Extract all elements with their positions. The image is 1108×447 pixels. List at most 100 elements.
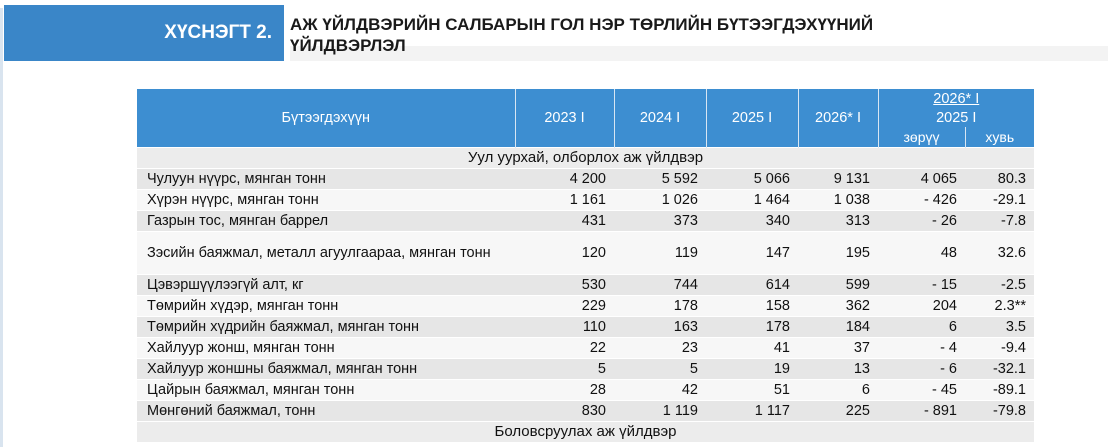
left-margin-rule [0,8,3,447]
cell-v2024: 5 [614,358,706,380]
cell-diff: - 891 [878,400,965,422]
table-number-label: ХҮСНЭГТ 2. [164,22,272,43]
cell-v2023: 431 [515,210,614,232]
cell-v2026: 184 [798,316,878,338]
cell-pct: -32.1 [965,358,1034,380]
section-title: Боловсруулах аж үйлдвэр [137,421,1034,442]
cell-v2024: 178 [614,295,706,317]
cell-diff: - 15 [878,274,965,296]
cell-name: Төмрийн хүдрийн баяжмал, мянган тонн [137,316,515,338]
cell-v2024: 1 026 [614,189,706,211]
cell-v2026: 362 [798,295,878,317]
cell-diff: - 26 [878,210,965,232]
header-product: Бүтээгдэхүүн [137,89,515,148]
cell-diff: - 4 [878,337,965,359]
cell-v2025: 340 [706,210,798,232]
table-row: Газрын тос, мянган баррел 431 373 340 313- 2… [137,210,1034,232]
cell-v2025: 51 [706,379,798,401]
table-row: Хайлуур жоншны баяжмал, мянган тонн 5 5 19 1… [137,358,1034,380]
header-ratio-top: 2026* I [877,89,1034,108]
cell-v2024: 163 [614,316,706,338]
cell-name: Мөнгөний баяжмал, тонн [137,400,515,422]
cell-name: Чулуун нүүрс, мянган тонн [137,168,515,190]
cell-pct: 32.6 [965,231,1034,275]
cell-pct: -2.5 [965,274,1034,296]
cell-pct: 2.3** [965,295,1034,317]
cell-v2026: 1 038 [798,189,878,211]
cell-v2026: 599 [798,274,878,296]
cell-name: Цайрын баяжмал, мянган тонн [137,379,515,401]
cell-v2023: 22 [515,337,614,359]
cell-diff: - 426 [878,189,965,211]
cell-v2024: 1 119 [614,400,706,422]
table-number-tag: ХҮСНЭГТ 2. [4,5,284,61]
cell-diff: 4 065 [878,168,965,190]
table-row: Хүрэн нүүрс, мянган тонн 1 161 1 026 1 464 1… [137,189,1034,211]
section-header-row: Боловсруулах аж үйлдвэр [137,421,1034,442]
header-2025: 2025 I [705,89,798,148]
cell-v2026: 195 [798,231,878,275]
table-row: Цэвэршүүлээгүй алт, кг 530 744 614 599- 15 -2… [137,274,1034,296]
cell-v2026: 37 [798,337,878,359]
header-2024: 2024 I [613,89,706,148]
cell-v2025: 1 464 [706,189,798,211]
cell-v2024: 373 [614,210,706,232]
cell-diff: 204 [878,295,965,317]
table-title-line2: ҮЙЛДВЭРЛЭЛ [290,36,406,55]
cell-v2026: 6 [798,379,878,401]
cell-pct: -89.1 [965,379,1034,401]
cell-name: Төмрийн хүдэр, мянган тонн [137,295,515,317]
cell-v2024: 23 [614,337,706,359]
cell-v2024: 119 [614,231,706,275]
cell-v2024: 744 [614,274,706,296]
cell-v2024: 5 592 [614,168,706,190]
table-row: Төмрийн хүдэр, мянган тонн 229 178 158 362 20… [137,295,1034,317]
cell-pct: -29.1 [965,189,1034,211]
cell-name: Хайлуур жоншны баяжмал, мянган тонн [137,358,515,380]
title-underline-band [290,46,1108,61]
cell-v2023: 530 [515,274,614,296]
cell-name: Зэсийн баяжмал, металл агуулгаараа, мянг… [137,231,515,275]
cell-v2026: 13 [798,358,878,380]
table-row: Зэсийн баяжмал, металл агуулгаараа, мянг… [137,231,1034,275]
cell-v2025: 614 [706,274,798,296]
cell-v2025: 158 [706,295,798,317]
cell-diff: - 45 [878,379,965,401]
cell-name: Хайлуур жонш, мянган тонн [137,337,515,359]
cell-diff: 6 [878,316,965,338]
cell-v2025: 147 [706,231,798,275]
table-row: Мөнгөний баяжмал, тонн 830 1 119 1 117 225- … [137,400,1034,422]
cell-v2025: 41 [706,337,798,359]
cell-v2026: 225 [798,400,878,422]
table-title-line1: АЖ ҮЙЛДВЭРИЙН САЛБАРЫН ГОЛ НЭР ТӨРЛИЙН Б… [290,15,874,34]
cell-v2023: 1 161 [515,189,614,211]
cell-v2023: 229 [515,295,614,317]
cell-pct: -79.8 [965,400,1034,422]
cell-v2026: 313 [798,210,878,232]
cell-name: Газрын тос, мянган баррел [137,210,515,232]
section-title: Уул уурхай, олборлох аж үйлдвэр [137,147,1034,169]
cell-v2026: 9 131 [798,168,878,190]
header-ratio-bottom: 2025 I [877,108,1034,127]
cell-v2025: 178 [706,316,798,338]
header-2023: 2023 I [514,89,614,148]
cell-v2025: 19 [706,358,798,380]
production-table: Бүтээгдэхүүн 2023 I 2024 I 2025 I 2026* … [137,89,1034,442]
cell-name: Хүрэн нүүрс, мянган тонн [137,189,515,211]
cell-v2023: 830 [515,400,614,422]
table-row: Цайрын баяжмал, мянган тонн 28 42 51 6- 45 -8… [137,379,1034,401]
cell-v2023: 5 [515,358,614,380]
cell-diff: 48 [878,231,965,275]
cell-pct: -7.8 [965,210,1034,232]
cell-v2025: 5 066 [706,168,798,190]
cell-pct: 80.3 [965,168,1034,190]
header-diff: зөрүү [877,127,965,148]
cell-v2023: 28 [515,379,614,401]
table-row: Чулуун нүүрс, мянган тонн 4 200 5 592 5 066… [137,168,1034,190]
table-title: АЖ ҮЙЛДВЭРИЙН САЛБАРЫН ГОЛ НЭР ТӨРЛИЙН Б… [290,14,950,56]
cell-diff: - 6 [878,358,965,380]
cell-pct: 3.5 [965,316,1034,338]
cell-v2023: 110 [515,316,614,338]
cell-v2024: 42 [614,379,706,401]
cell-v2023: 4 200 [515,168,614,190]
